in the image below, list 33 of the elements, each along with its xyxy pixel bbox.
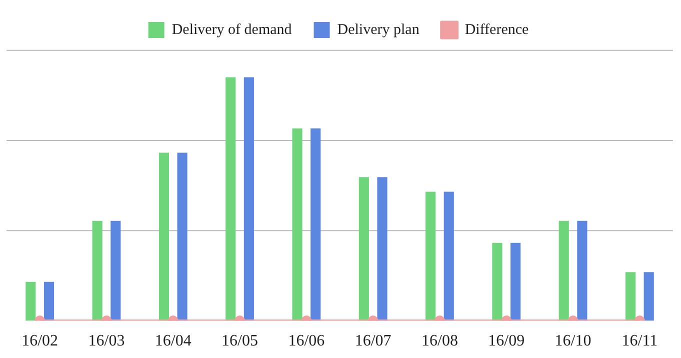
x-tick-label: 16/09 [488,332,525,350]
bar [292,128,302,321]
bar [358,177,369,321]
x-tick-label: 16/03 [88,332,125,350]
bar [177,152,188,321]
legend-label: Delivery of demand [172,22,292,38]
bar [426,192,436,321]
bar [492,242,502,321]
bar [625,272,636,321]
bar [558,220,569,321]
bar [110,220,121,321]
bar [92,220,102,321]
bar [644,272,654,321]
bar [444,192,454,321]
x-tick-label: 16/02 [22,332,58,350]
x-tick-label: 16/06 [288,332,325,350]
legend-label: Delivery plan [337,22,420,38]
x-tick-label: 16/05 [222,332,258,350]
bar [26,282,36,321]
bar [44,282,54,321]
legend-label: Difference [464,22,530,38]
x-tick-label: 16/11 [622,332,658,350]
bar [310,128,321,321]
x-tick-label: 16/04 [154,332,192,350]
bar [226,77,236,321]
bar [510,242,521,321]
x-tick-label: 16/07 [354,332,392,350]
bar [577,220,588,321]
x-tick-label: 16/08 [422,332,458,350]
bar [377,177,388,321]
bar [158,152,169,321]
bar [244,77,254,321]
x-tick-label: 16/10 [554,332,592,350]
